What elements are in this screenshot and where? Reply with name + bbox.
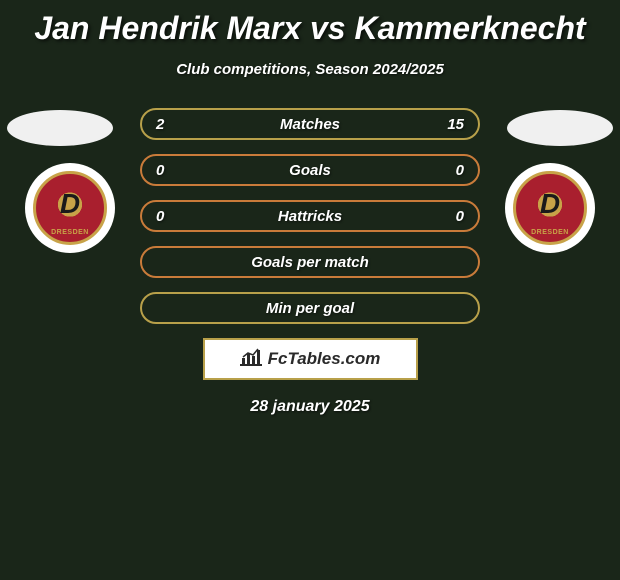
club-logo-right: D DRESDEN: [505, 163, 595, 253]
stat-right-value: 0: [440, 162, 464, 179]
stats-container: D DRESDEN D DRESDEN 2 Matches 15 0 Goals…: [0, 108, 620, 416]
avatar-right-placeholder: [507, 110, 613, 146]
stat-label: Goals: [289, 162, 331, 179]
avatar-left-placeholder: [7, 110, 113, 146]
club-logo-left: D DRESDEN: [25, 163, 115, 253]
logo-letter-left: D: [60, 188, 80, 220]
stat-right-value: 0: [440, 208, 464, 225]
logo-text-left: DRESDEN: [51, 229, 89, 236]
stat-label: Matches: [280, 116, 340, 133]
stat-row-matches: 2 Matches 15: [140, 108, 480, 140]
stat-left-value: 0: [156, 162, 180, 179]
logo-inner-left: D DRESDEN: [33, 171, 107, 245]
stat-row-hattricks: 0 Hattricks 0: [140, 200, 480, 232]
stat-row-goals: 0 Goals 0: [140, 154, 480, 186]
stat-left-value: 2: [156, 116, 180, 133]
stat-label: Min per goal: [266, 300, 354, 317]
chart-icon: [240, 348, 262, 371]
stat-row-mpg: Min per goal: [140, 292, 480, 324]
page-title: Jan Hendrik Marx vs Kammerknecht: [0, 0, 620, 47]
brand-text: FcTables.com: [268, 349, 381, 369]
stat-left-value: 0: [156, 208, 180, 225]
stat-row-gpm: Goals per match: [140, 246, 480, 278]
brand-box: FcTables.com: [203, 338, 418, 380]
date-text: 28 january 2025: [0, 398, 620, 416]
stat-label: Hattricks: [278, 208, 342, 225]
page-subtitle: Club competitions, Season 2024/2025: [0, 61, 620, 78]
stat-label: Goals per match: [251, 254, 369, 271]
logo-inner-right: D DRESDEN: [513, 171, 587, 245]
stat-right-value: 15: [440, 116, 464, 133]
logo-letter-right: D: [540, 188, 560, 220]
logo-text-right: DRESDEN: [531, 229, 569, 236]
stat-rows: 2 Matches 15 0 Goals 0 0 Hattricks 0 Goa…: [140, 108, 480, 324]
